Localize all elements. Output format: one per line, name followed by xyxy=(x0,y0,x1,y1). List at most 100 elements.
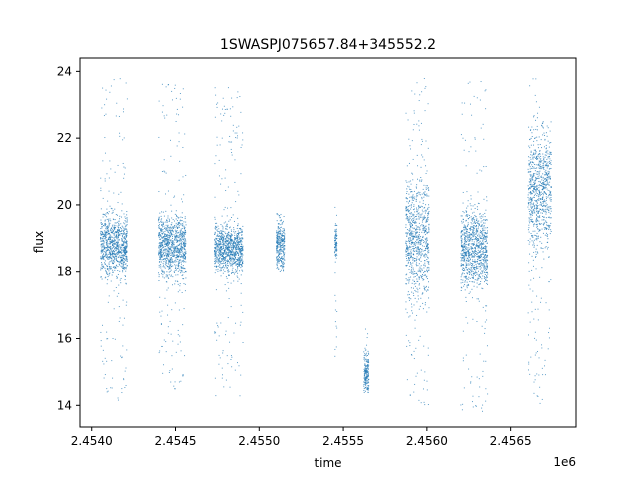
data-point xyxy=(281,258,283,260)
data-point xyxy=(477,277,479,279)
data-point xyxy=(486,274,488,276)
data-point xyxy=(231,256,233,258)
data-point xyxy=(169,264,171,266)
data-point xyxy=(276,236,278,238)
data-point xyxy=(416,246,418,248)
data-point xyxy=(108,177,110,179)
data-point xyxy=(227,271,229,273)
data-point xyxy=(115,250,117,252)
data-point xyxy=(235,271,237,273)
data-point xyxy=(229,108,231,110)
data-point xyxy=(219,248,221,250)
data-point xyxy=(117,164,119,166)
data-point xyxy=(276,250,278,252)
data-point xyxy=(277,226,279,228)
data-point xyxy=(416,314,418,316)
data-point xyxy=(422,308,424,310)
data-point xyxy=(477,228,479,230)
data-point xyxy=(484,222,486,224)
data-point xyxy=(365,371,367,373)
data-point xyxy=(183,256,185,258)
data-point xyxy=(112,269,114,271)
data-point xyxy=(214,261,216,263)
data-point xyxy=(173,255,175,257)
data-point xyxy=(166,114,168,116)
data-point xyxy=(236,227,238,229)
data-point xyxy=(363,368,365,370)
data-point xyxy=(474,207,476,209)
data-point xyxy=(416,82,418,84)
data-point xyxy=(227,253,229,255)
data-point xyxy=(469,269,471,271)
data-point xyxy=(466,233,468,235)
data-point xyxy=(233,258,235,260)
data-point xyxy=(170,249,172,251)
data-point xyxy=(221,235,223,237)
data-point xyxy=(239,258,241,260)
data-point xyxy=(124,241,126,243)
data-point xyxy=(276,243,278,244)
data-point xyxy=(175,254,177,256)
data-point xyxy=(365,355,367,357)
data-point xyxy=(367,380,369,382)
data-point xyxy=(182,278,184,280)
data-point xyxy=(416,301,418,303)
data-point xyxy=(181,251,183,253)
data-point xyxy=(215,246,217,248)
data-point xyxy=(411,235,413,237)
data-point xyxy=(231,262,233,264)
data-point xyxy=(469,258,471,260)
data-point xyxy=(124,263,126,265)
data-point xyxy=(103,247,105,249)
data-point xyxy=(122,267,124,269)
data-point xyxy=(279,243,281,245)
data-point xyxy=(466,260,468,262)
data-point xyxy=(236,244,238,246)
data-point xyxy=(365,367,367,369)
data-point xyxy=(180,245,182,247)
data-point xyxy=(112,262,114,264)
data-point xyxy=(278,230,280,232)
data-point xyxy=(282,220,284,222)
data-point xyxy=(228,274,230,276)
data-point xyxy=(223,246,225,248)
data-point xyxy=(184,218,186,220)
data-point xyxy=(168,247,170,249)
data-point xyxy=(465,226,467,228)
data-point xyxy=(229,238,231,240)
data-point xyxy=(226,225,228,227)
data-point xyxy=(238,249,240,251)
data-point xyxy=(115,258,117,260)
data-point xyxy=(466,263,468,265)
data-point xyxy=(104,180,106,182)
data-point xyxy=(177,267,179,269)
data-point xyxy=(408,340,410,342)
data-point xyxy=(116,256,118,258)
data-point xyxy=(178,267,180,269)
data-point xyxy=(473,256,475,258)
data-point xyxy=(161,273,163,275)
data-point xyxy=(423,245,425,247)
data-point xyxy=(418,236,420,238)
data-point xyxy=(237,257,239,259)
data-point xyxy=(109,228,111,230)
data-point xyxy=(123,250,125,252)
data-point xyxy=(122,226,124,228)
data-point xyxy=(215,289,217,291)
data-point xyxy=(218,237,220,239)
data-point xyxy=(170,269,172,271)
data-point xyxy=(177,235,179,237)
data-point xyxy=(407,205,409,207)
data-point xyxy=(185,251,187,253)
data-point xyxy=(365,358,367,360)
data-point xyxy=(283,239,285,241)
data-point xyxy=(240,254,242,256)
data-point xyxy=(418,339,420,341)
data-point xyxy=(125,266,127,268)
data-point xyxy=(119,251,121,253)
data-point xyxy=(363,384,365,386)
data-point xyxy=(158,253,160,255)
data-point xyxy=(122,257,124,259)
data-point xyxy=(487,260,489,262)
data-point xyxy=(107,246,109,248)
